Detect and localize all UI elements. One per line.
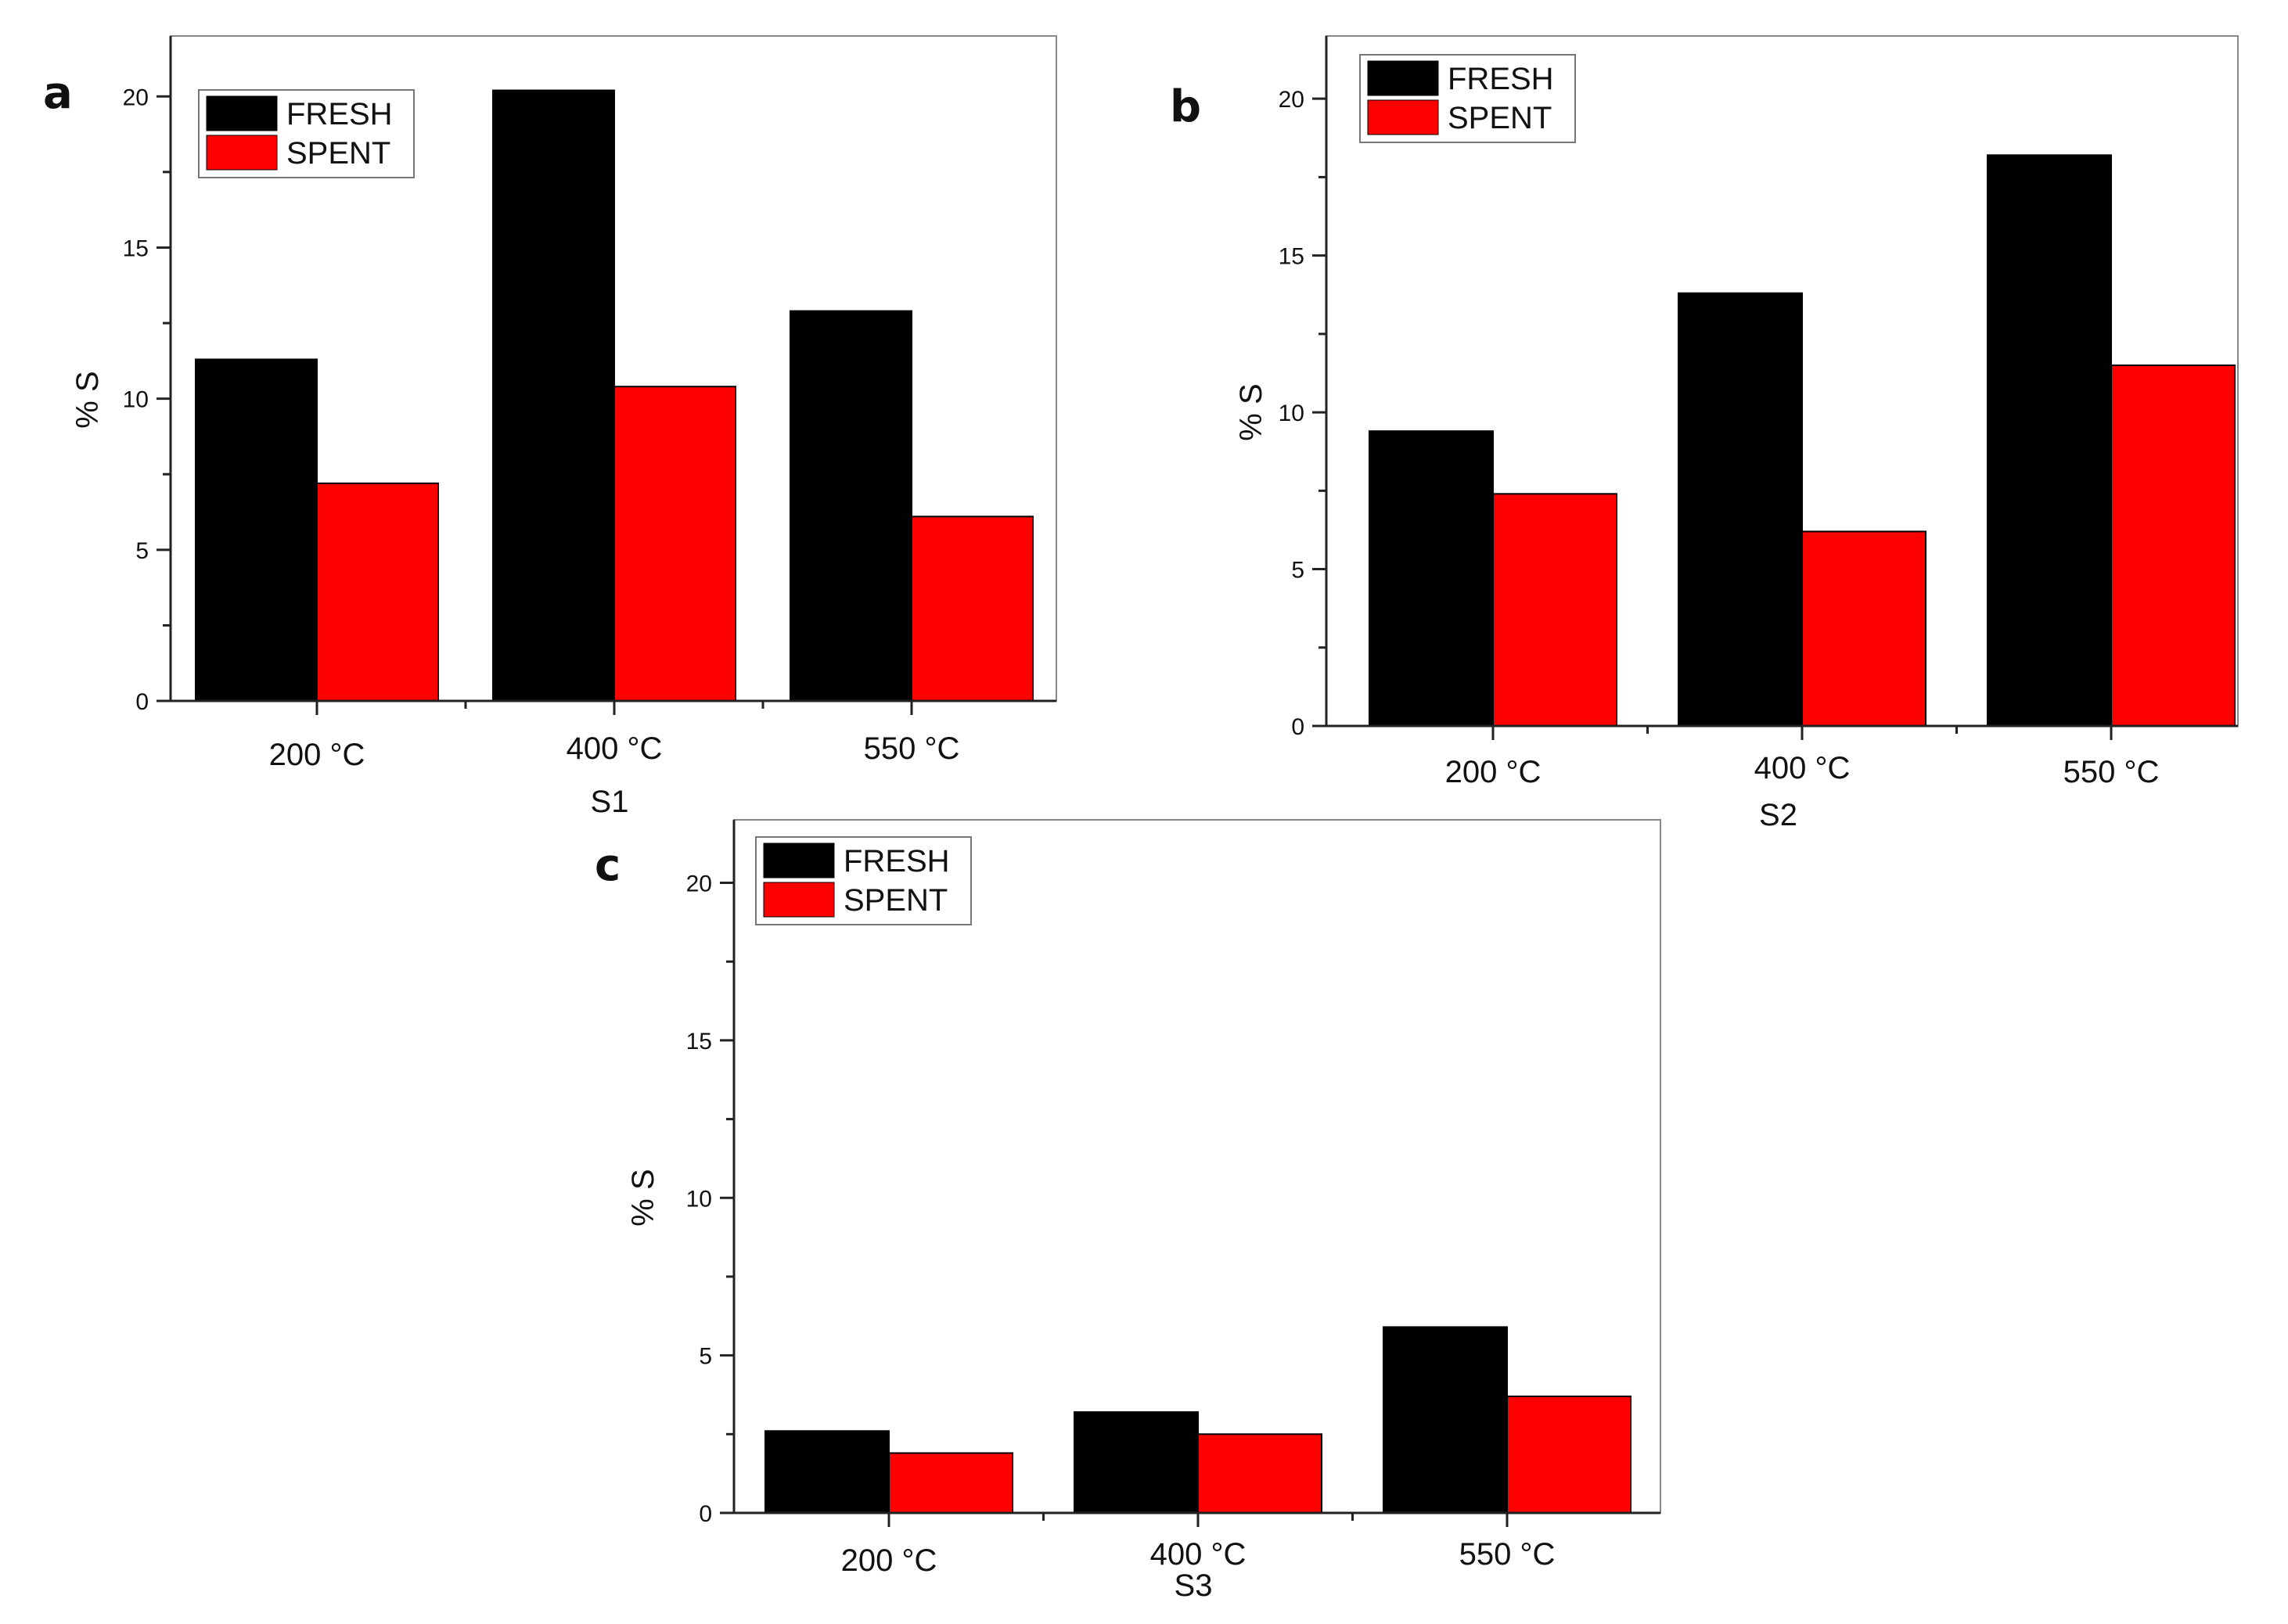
y-axis-title: % S bbox=[626, 1169, 660, 1226]
panel-label: c bbox=[595, 840, 621, 891]
bar-fresh-2 bbox=[492, 89, 615, 702]
chart-panel-a: 0 5 10 15 20 200 °C 400 °C 550 °C S1 % S a FRESH SPE… bbox=[43, 35, 1057, 819]
y-tick-label: 5 bbox=[699, 1344, 712, 1370]
y-axis-title: % S bbox=[1234, 383, 1268, 440]
bar-spent-2 bbox=[613, 386, 736, 702]
x-category-label: 200 °C bbox=[841, 1543, 937, 1578]
x-category-label: 400 °C bbox=[1754, 751, 1851, 785]
panel-label: b bbox=[1170, 81, 1201, 132]
legend: FRESH SPENT bbox=[755, 836, 972, 925]
x-category-label: 200 °C bbox=[1445, 755, 1542, 789]
x-category-label: 200 °C bbox=[269, 738, 365, 772]
y-tick-label: 10 bbox=[686, 1186, 712, 1212]
bar-fresh-3 bbox=[1383, 1326, 1508, 1514]
bar-spent-3 bbox=[2110, 364, 2236, 727]
y-tick-label: 20 bbox=[1279, 87, 1304, 113]
y-axis-title: % S bbox=[70, 371, 105, 428]
y-tick-label: 20 bbox=[123, 84, 149, 110]
legend: FRESH SPENT bbox=[1359, 54, 1576, 143]
legend-swatch-spent bbox=[763, 882, 835, 918]
legend-label-fresh: FRESH bbox=[286, 97, 393, 131]
bar-fresh-1 bbox=[764, 1430, 890, 1514]
bar-fresh-3 bbox=[790, 310, 912, 702]
bar-spent-3 bbox=[1506, 1395, 1631, 1514]
x-category-label: 550 °C bbox=[2063, 755, 2160, 789]
bar-spent-2 bbox=[1197, 1433, 1322, 1514]
y-tick-label: 0 bbox=[1291, 714, 1304, 740]
x-axis-title: S2 bbox=[1759, 798, 1797, 832]
y-tick-label: 5 bbox=[1291, 558, 1304, 584]
legend: FRESH SPENT bbox=[198, 89, 415, 178]
bar-spent-1 bbox=[888, 1452, 1013, 1514]
legend-label-spent: SPENT bbox=[286, 136, 390, 171]
legend-swatch-spent bbox=[1367, 99, 1439, 135]
bar-spent-1 bbox=[316, 482, 439, 702]
y-tick-label: 20 bbox=[686, 871, 712, 897]
y-tick-label: 5 bbox=[135, 538, 149, 564]
legend-label-spent: SPENT bbox=[1448, 101, 1552, 135]
x-category-label: 550 °C bbox=[864, 731, 960, 766]
x-axis-title: S1 bbox=[591, 785, 629, 819]
bar-fresh-1 bbox=[195, 358, 318, 702]
bar-spent-2 bbox=[1801, 530, 1926, 727]
legend-label-fresh: FRESH bbox=[1448, 62, 1554, 96]
chart-panel-c: 0 5 10 15 20 200 °C 400 °C 550 °C S3 % S c FRESH SPE… bbox=[595, 819, 1661, 1603]
y-tick-label: 15 bbox=[1279, 244, 1304, 270]
bar-spent-1 bbox=[1492, 493, 1617, 727]
bar-fresh-3 bbox=[1987, 154, 2112, 727]
legend-swatch-fresh bbox=[763, 843, 835, 878]
y-tick-label: 10 bbox=[123, 387, 149, 413]
bar-fresh-1 bbox=[1369, 430, 1494, 727]
legend-swatch-spent bbox=[206, 135, 278, 171]
y-tick-label: 0 bbox=[135, 689, 149, 715]
panel-label: a bbox=[43, 68, 73, 119]
bar-fresh-2 bbox=[1074, 1411, 1199, 1514]
x-axis-title: S3 bbox=[1175, 1568, 1213, 1603]
y-tick-label: 10 bbox=[1279, 401, 1304, 426]
x-category-label: 550 °C bbox=[1459, 1537, 1556, 1572]
x-category-label: 400 °C bbox=[567, 731, 663, 766]
bar-fresh-2 bbox=[1678, 292, 1803, 727]
y-tick-label: 0 bbox=[699, 1501, 712, 1527]
x-category-label: 400 °C bbox=[1150, 1537, 1247, 1572]
legend-swatch-fresh bbox=[206, 95, 278, 131]
legend-label-fresh: FRESH bbox=[844, 844, 950, 878]
y-tick-label: 15 bbox=[123, 235, 149, 261]
chart-panel-b: 0 5 10 15 20 200 °C 400 °C 550 °C S2 % S b FRESH SPE… bbox=[1170, 35, 2239, 832]
bar-spent-3 bbox=[911, 516, 1034, 702]
legend-swatch-fresh bbox=[1367, 60, 1439, 96]
legend-label-spent: SPENT bbox=[844, 883, 948, 918]
y-tick-label: 15 bbox=[686, 1029, 712, 1055]
